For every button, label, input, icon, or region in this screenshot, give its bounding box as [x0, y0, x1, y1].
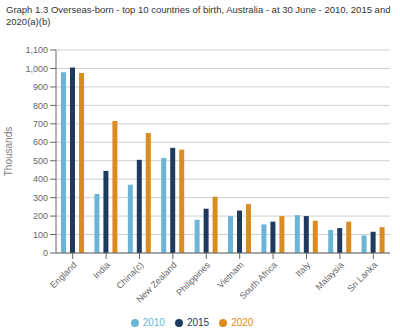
svg-text:Philippines: Philippines — [174, 260, 212, 298]
html-text:Graph 1.3 Overseas-born - top: Graph 1.3 Overseas-born - top 10 countri… — [6, 4, 391, 15]
svg-text:Italy: Italy — [294, 260, 313, 279]
svg-text:1,100: 1,100 — [25, 45, 48, 55]
html-text:2015: 2015 — [186, 317, 210, 328]
svg-text:200: 200 — [33, 211, 48, 221]
svg-text:South Africa: South Africa — [238, 260, 279, 301]
svg-text:Malaysia: Malaysia — [314, 260, 346, 292]
svg-text:China(c): China(c) — [114, 260, 145, 291]
svg-text:Sri Lanka: Sri Lanka — [345, 260, 379, 294]
svg-text:0: 0 — [43, 248, 48, 258]
svg-text:New Zealand: New Zealand — [134, 260, 179, 305]
svg-text:600: 600 — [33, 137, 48, 147]
svg-text:Thousands: Thousands — [8, 127, 14, 176]
html-text:2010: 2010 — [142, 317, 165, 328]
svg-text:400: 400 — [33, 174, 48, 184]
svg-text:Vietnam: Vietnam — [215, 260, 245, 290]
svg-text:India: India — [91, 260, 112, 281]
svg-text:100: 100 — [33, 230, 48, 240]
svg-text:700: 700 — [33, 119, 48, 129]
html-text:2020(a)(b): 2020(a)(b) — [6, 16, 51, 27]
svg-text:800: 800 — [33, 101, 48, 111]
svg-text:900: 900 — [33, 82, 48, 92]
html-text:2020: 2020 — [231, 317, 254, 328]
svg-text:500: 500 — [33, 156, 48, 166]
svg-text:England: England — [48, 260, 78, 290]
svg-text:300: 300 — [33, 193, 48, 203]
svg-text:1,000: 1,000 — [25, 64, 48, 74]
